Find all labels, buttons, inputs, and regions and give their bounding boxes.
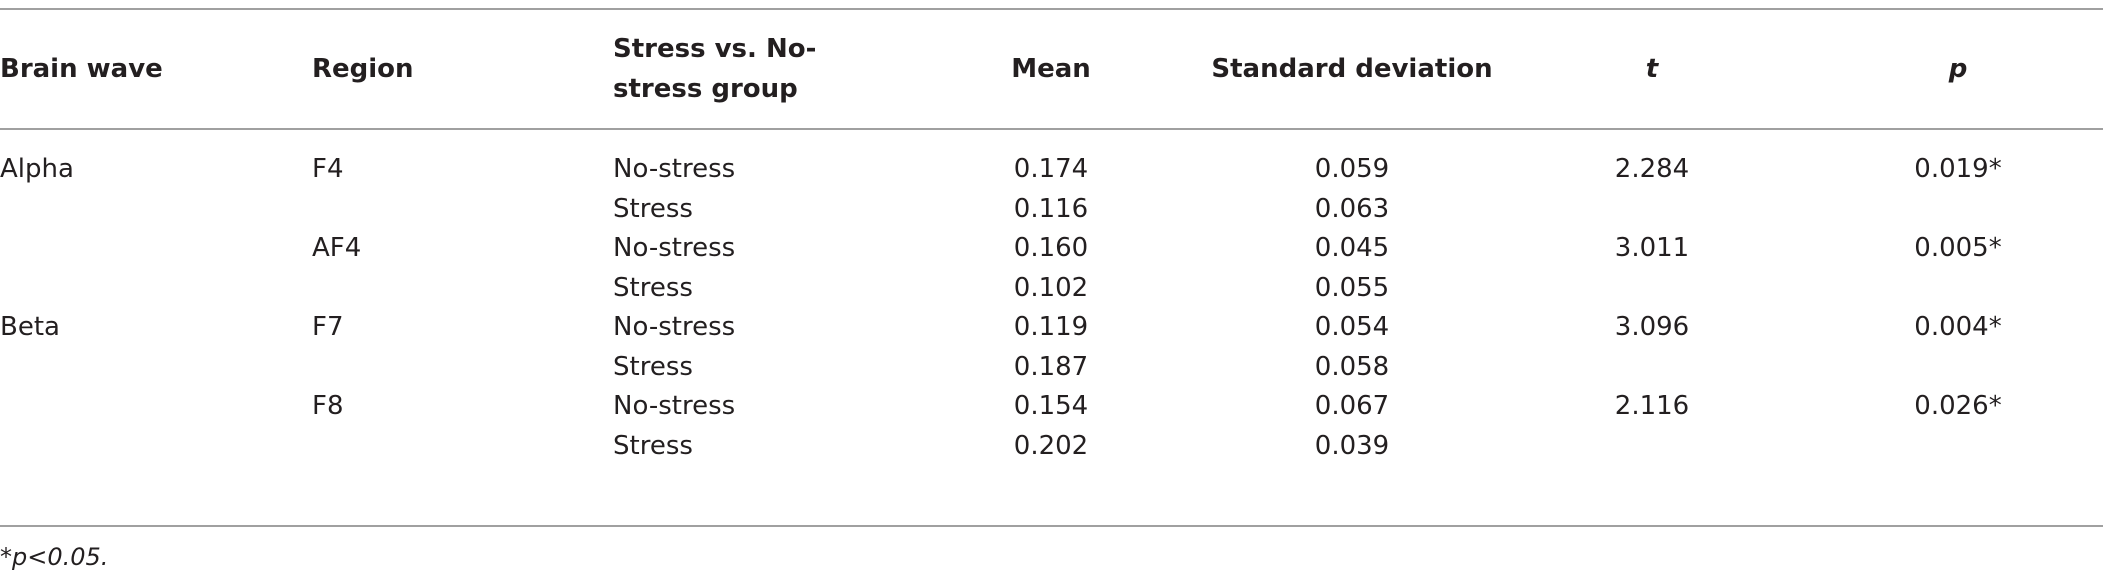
mean: 0.119 (1013, 312, 1089, 342)
region: AF4 (312, 233, 362, 263)
t-value: 3.011 (1614, 233, 1690, 263)
p-value: 0.019* (1914, 154, 2002, 184)
mean: 0.116 (1013, 193, 1089, 224)
group: No-stress (613, 233, 736, 263)
group: No-stress (613, 391, 736, 421)
t-value: 3.096 (1614, 312, 1690, 342)
mean: 0.154 (1013, 391, 1089, 421)
mean: 0.160 (1013, 233, 1089, 263)
header-rule (0, 128, 2103, 130)
header-p: p (1948, 54, 1968, 84)
group: Stress (613, 351, 693, 382)
region: F8 (312, 391, 344, 421)
mean: 0.187 (1013, 351, 1089, 382)
p-value: 0.005* (1914, 233, 2002, 263)
group: Stress (613, 193, 693, 224)
group: Stress (613, 272, 693, 303)
brain-wave: Beta (0, 312, 60, 342)
group: Stress (613, 430, 693, 461)
standard-deviation: 0.059 (1314, 154, 1390, 184)
header-brain-wave: Brain wave (0, 54, 163, 84)
header-mean: Mean (1011, 54, 1091, 84)
standard-deviation: 0.039 (1314, 430, 1390, 461)
group: No-stress (613, 312, 736, 342)
standard-deviation: 0.058 (1314, 351, 1390, 382)
region: F4 (312, 154, 344, 184)
standard-deviation: 0.045 (1314, 233, 1390, 263)
footnote: *p<0.05. (0, 543, 109, 571)
group: No-stress (613, 154, 736, 184)
standard-deviation: 0.055 (1314, 272, 1390, 303)
standard-deviation: 0.067 (1314, 391, 1390, 421)
mean: 0.202 (1013, 430, 1089, 461)
bottom-rule (0, 525, 2103, 527)
header-group: Stress vs. No-stress group (613, 34, 817, 104)
region: F7 (312, 312, 344, 342)
p-value: 0.004* (1914, 312, 2002, 342)
t-value: 2.116 (1614, 391, 1690, 421)
p-value: 0.026* (1914, 391, 2002, 421)
header-region: Region (312, 54, 414, 84)
header-sd: Standard deviation (1211, 54, 1493, 84)
mean: 0.174 (1013, 154, 1089, 184)
standard-deviation: 0.054 (1314, 312, 1390, 342)
standard-deviation: 0.063 (1314, 193, 1390, 224)
header-t: t (1645, 54, 1659, 84)
t-value: 2.284 (1614, 154, 1690, 184)
top-rule (0, 8, 2103, 10)
mean: 0.102 (1013, 272, 1089, 303)
brain-wave: Alpha (0, 154, 74, 184)
